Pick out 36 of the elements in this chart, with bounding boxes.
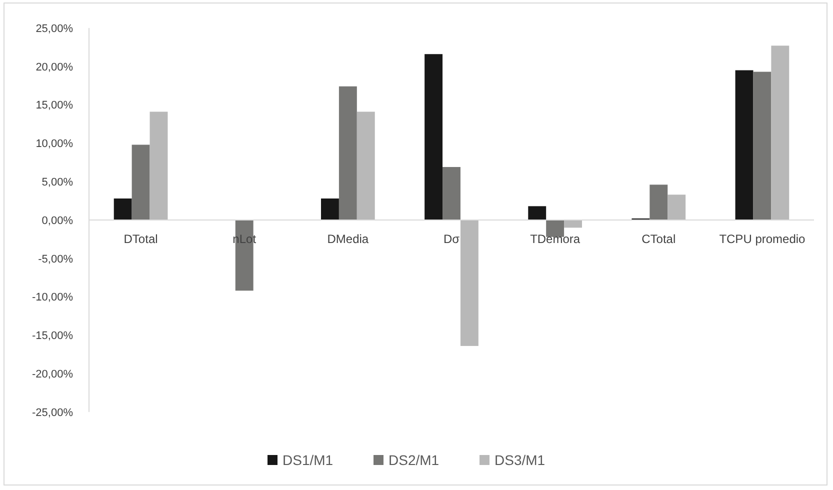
legend-label: DS1/M1 — [282, 452, 334, 468]
bar — [132, 144, 150, 220]
bar — [321, 198, 339, 220]
bar — [753, 72, 772, 220]
bar — [424, 54, 443, 220]
bar — [528, 206, 546, 220]
y-tick-label: 5,00% — [42, 176, 74, 188]
bar — [338, 86, 357, 220]
y-tick-label: 10,00% — [36, 138, 74, 150]
bar — [150, 112, 168, 220]
bar — [460, 220, 478, 346]
x-tick-label: CTotal — [642, 232, 676, 246]
bar — [735, 70, 754, 220]
bar — [668, 194, 686, 220]
x-tick-label: Dσ — [443, 232, 460, 246]
y-tick-label: -5,00% — [38, 253, 74, 266]
x-tick-label: TDemora — [530, 232, 580, 246]
y-tick-label: 15,00% — [36, 100, 74, 112]
bar — [771, 46, 790, 220]
y-tick-label: -10,00% — [32, 292, 74, 304]
bar — [442, 167, 460, 220]
x-tick-label: DMedia — [327, 232, 369, 246]
y-tick-label: 20,00% — [36, 61, 74, 74]
x-tick-label: TCPU promedio — [719, 232, 806, 246]
x-tick-label: DTotal — [124, 232, 158, 246]
y-tick-label: 25,00% — [36, 22, 74, 35]
y-tick-label: -15,00% — [32, 330, 74, 342]
y-tick-label: -20,00% — [32, 368, 74, 380]
y-tick-label: -25,00% — [32, 406, 74, 419]
legend-label: DS2/M1 — [388, 452, 440, 468]
bar — [356, 112, 375, 220]
legend-label: DS3/M1 — [494, 452, 546, 468]
y-tick-label: 0,00% — [42, 214, 74, 227]
bar — [564, 220, 582, 228]
bar — [650, 184, 668, 220]
bar — [114, 198, 132, 220]
